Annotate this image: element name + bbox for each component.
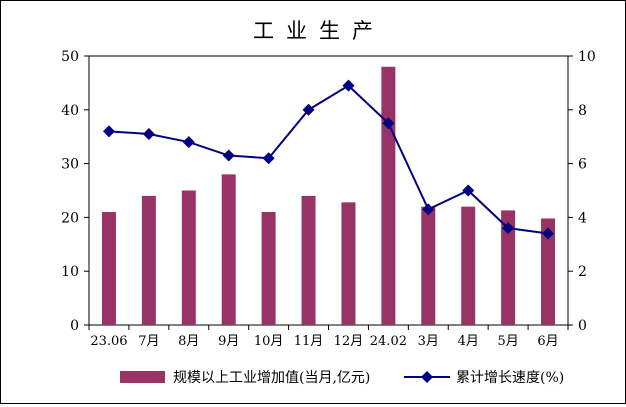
legend: 规模以上工业增加值(当月,亿元) 累计增长速度(%)	[120, 370, 564, 386]
line-point	[302, 103, 315, 116]
left-tick-label: 10	[61, 264, 79, 280]
legend-bar-swatch	[120, 371, 165, 383]
left-tick-label: 50	[61, 49, 79, 65]
line-point	[142, 128, 155, 141]
plot-area	[88, 55, 569, 326]
left-tick-label: 30	[61, 157, 79, 173]
line-point	[422, 203, 435, 216]
x-category-label: 8月	[178, 334, 199, 349]
x-axis: 23.06 7月 8月 9月 10月 11月 12月 24.02 3月 4月 5月 6月	[88, 325, 569, 349]
bar	[221, 174, 236, 325]
x-category-label: 24.02	[370, 334, 407, 349]
right-tick-label: 4	[578, 210, 587, 226]
line-point	[542, 227, 555, 240]
bar	[141, 195, 156, 325]
x-category-label: 10月	[254, 334, 284, 349]
growth-line	[108, 84, 549, 235]
bar-series	[101, 66, 556, 325]
line-point	[462, 184, 475, 197]
legend-line-marker	[421, 371, 433, 383]
left-tick-label: 40	[61, 103, 79, 119]
x-category-label: 6月	[537, 334, 558, 349]
bar	[181, 190, 196, 325]
x-category-label: 3月	[418, 334, 439, 349]
legend-bar-label: 规模以上工业增加值(当月,亿元)	[173, 370, 370, 386]
line-point	[182, 136, 195, 149]
x-category-label: 23.06	[90, 334, 127, 349]
line-point	[502, 222, 515, 235]
x-category-label: 4月	[458, 334, 479, 349]
right-tick-label: 6	[578, 157, 587, 173]
bar	[501, 210, 516, 325]
line-series	[102, 79, 555, 240]
bar	[101, 212, 116, 325]
x-category-label: 11月	[294, 334, 324, 349]
x-category-label: 12月	[334, 334, 364, 349]
chart-title: 工业生产	[253, 19, 385, 43]
bar	[421, 206, 436, 325]
right-axis: 0 2 4 6 8 10	[568, 49, 596, 334]
legend-line-label: 累计增长速度(%)	[456, 370, 564, 386]
left-tick-label: 0	[70, 318, 79, 334]
bar	[381, 66, 396, 325]
x-category-label: 5月	[497, 334, 518, 349]
right-tick-label: 8	[578, 103, 587, 119]
bar	[341, 202, 356, 325]
bar	[541, 218, 556, 325]
bar	[461, 206, 476, 325]
line-point	[382, 117, 395, 130]
right-tick-label: 0	[578, 318, 587, 334]
x-category-label: 7月	[138, 334, 159, 349]
right-tick-label: 2	[578, 264, 587, 280]
right-tick-label: 10	[578, 49, 596, 65]
bar	[301, 195, 316, 325]
line-point	[262, 152, 275, 165]
x-category-label: 9月	[218, 334, 239, 349]
line-point	[102, 125, 115, 138]
left-tick-label: 20	[61, 210, 79, 226]
line-point	[342, 79, 355, 92]
left-axis: 0 10 20 30 40 50	[61, 49, 89, 334]
line-point	[222, 149, 235, 162]
bar	[261, 212, 276, 325]
